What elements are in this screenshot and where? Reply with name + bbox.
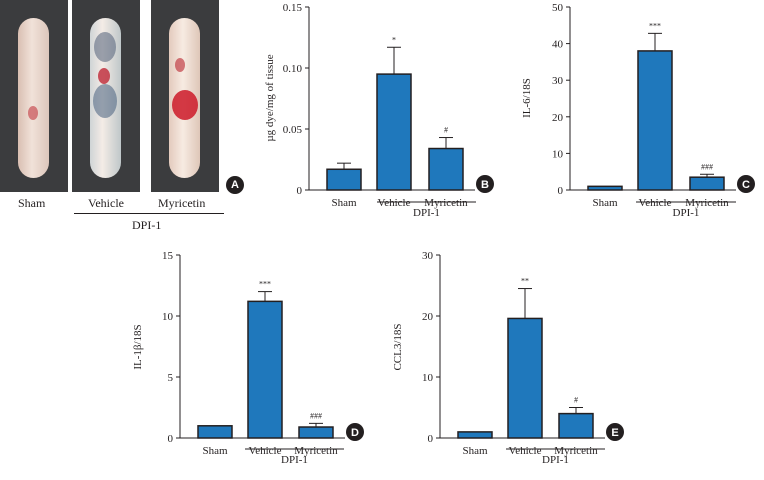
- category-label: Vehicle: [249, 445, 282, 457]
- panel-label-a: A: [226, 176, 244, 194]
- group-label-c: DPI-1: [673, 207, 700, 219]
- y-tick-label: 0: [168, 433, 174, 445]
- tissue-myricetin: [169, 18, 200, 178]
- significance-mark: ***: [259, 280, 271, 289]
- group-label-b: DPI-1: [413, 207, 440, 219]
- bar-sham: [587, 185, 623, 191]
- category-label: Myricetin: [424, 197, 468, 209]
- category-label: Myricetin: [294, 445, 338, 457]
- significance-mark: #: [574, 396, 578, 405]
- panel-label-c: C: [742, 179, 750, 191]
- y-tick-label: 20: [422, 311, 434, 323]
- group-label-e: DPI-1: [542, 454, 569, 466]
- y-tick-label: 0.15: [283, 2, 303, 14]
- group-label-d: DPI-1: [281, 454, 308, 466]
- panel-badge-e: [606, 423, 624, 441]
- bar-vehicle: [376, 73, 412, 191]
- category-label: Vehicle: [509, 445, 542, 457]
- y-tick-label: 40: [552, 39, 564, 51]
- stain-spot: [98, 68, 110, 84]
- stain-spot: [28, 106, 38, 120]
- significance-mark: *: [392, 35, 396, 44]
- tissue-vehicle: [90, 18, 121, 178]
- significance-mark: #: [444, 126, 448, 135]
- stain-spot: [93, 84, 117, 118]
- y-tick-label: 50: [552, 2, 564, 14]
- panel-label-d: D: [351, 427, 359, 439]
- y-tick-label: 20: [552, 112, 564, 124]
- significance-mark: ***: [649, 21, 661, 30]
- bar-myricetin: [689, 176, 725, 191]
- y-tick-label: 0.10: [283, 63, 303, 75]
- sample-label-myricetin: Myricetin: [158, 196, 206, 210]
- bar-sham: [457, 431, 493, 439]
- y-axis-label-c: IL-6/18S: [521, 78, 533, 118]
- stain-spot: [172, 90, 198, 120]
- category-label: Myricetin: [554, 445, 598, 457]
- y-tick-label: 0: [558, 185, 564, 197]
- y-tick-label: 10: [552, 148, 564, 160]
- panel-badge-d: [346, 423, 364, 441]
- panel-label-b: B: [481, 179, 489, 191]
- bar-myricetin: [558, 412, 594, 439]
- bar-vehicle: [247, 300, 283, 439]
- y-tick-label: 0: [428, 433, 434, 445]
- category-label: Sham: [202, 445, 228, 457]
- bar-vehicle: [507, 317, 543, 439]
- category-label: Myricetin: [685, 197, 729, 209]
- y-tick-label: 10: [162, 311, 174, 323]
- significance-mark: ###: [310, 411, 322, 420]
- y-tick-label: 30: [552, 75, 564, 87]
- photo-vehicle: [72, 0, 140, 192]
- y-tick-label: 15: [162, 250, 174, 262]
- tissue-sham: [18, 18, 49, 178]
- bar-sham: [326, 168, 362, 191]
- group-bracket-a: [74, 213, 224, 214]
- y-axis-label-b: µg dye/mg of tissue: [264, 54, 276, 141]
- bar-myricetin: [298, 426, 334, 439]
- photo-sham: [0, 0, 68, 192]
- y-tick-label: 30: [422, 250, 434, 262]
- stain-spot: [175, 58, 185, 72]
- panel-badge-b: [476, 175, 494, 193]
- significance-mark: ###: [701, 162, 713, 171]
- category-label: Sham: [462, 445, 488, 457]
- panel-badge-c: [737, 175, 755, 193]
- category-label: Vehicle: [378, 197, 411, 209]
- bar-sham: [197, 425, 233, 439]
- sample-label-vehicle: Vehicle: [88, 196, 124, 210]
- y-tick-label: 0.05: [283, 124, 303, 136]
- panel-label-e: E: [611, 427, 618, 439]
- group-label-a: DPI-1: [132, 218, 162, 232]
- sample-label-sham: Sham: [18, 196, 46, 210]
- significance-mark: **: [521, 277, 529, 286]
- stain-spot: [94, 32, 116, 62]
- category-label: Sham: [592, 197, 618, 209]
- category-label: Sham: [331, 197, 357, 209]
- bar-myricetin: [428, 147, 464, 191]
- y-axis-label-d: IL-1β/18S: [132, 324, 144, 369]
- y-tick-label: 0: [297, 185, 303, 197]
- category-label: Vehicle: [639, 197, 672, 209]
- y-axis-label-e: CCL3/18S: [392, 323, 404, 370]
- y-tick-label: 10: [422, 372, 434, 384]
- bar-vehicle: [637, 50, 673, 191]
- photo-myricetin: [151, 0, 219, 192]
- y-tick-label: 5: [168, 372, 174, 384]
